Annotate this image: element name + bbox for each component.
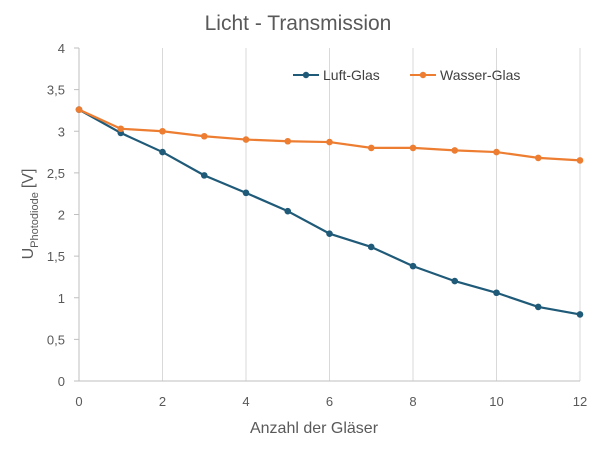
series-layer [75, 106, 584, 318]
data-point-wasser-glas [451, 147, 459, 154]
data-point-wasser-glas [242, 136, 250, 143]
legend-marker-luft-glas [302, 71, 310, 79]
y-tick-label: 2 [58, 208, 65, 223]
series-wasser-glas [75, 106, 584, 164]
y-tick-label: 0,5 [47, 332, 65, 347]
legend-label-luft-glas: Luft-Glas [323, 67, 380, 83]
y-tick-label: 1,5 [47, 249, 65, 264]
y-tick-label: 3 [58, 124, 65, 139]
legend-item-luft-glas: Luft-Glas [293, 67, 380, 83]
data-point-luft-glas [326, 230, 333, 237]
data-point-wasser-glas [576, 157, 584, 164]
data-point-wasser-glas [284, 137, 292, 145]
x-tick-label: 0 [75, 394, 82, 409]
data-point-luft-glas [576, 311, 584, 318]
legend-marker-wasser-glas [419, 71, 427, 79]
legend-item-wasser-glas: Wasser-Glas [410, 67, 520, 83]
data-point-wasser-glas [75, 106, 83, 113]
x-tick-label: 10 [489, 394, 503, 409]
data-point-wasser-glas [493, 148, 500, 156]
y-tick-label: 1 [58, 291, 65, 306]
y-tick-labels: 0 0,5 1 1,5 2 2,5 3 3,5 4 [47, 41, 79, 389]
data-point-luft-glas [284, 207, 292, 215]
y-axis-label-main: U [20, 248, 37, 260]
legend-label-wasser-glas: Wasser-Glas [440, 67, 520, 83]
y-axis-label-unit: [V] [20, 169, 37, 189]
data-point-wasser-glas [534, 154, 542, 162]
data-point-wasser-glas [326, 138, 333, 146]
x-tick-label: 8 [409, 394, 416, 409]
data-point-luft-glas [493, 289, 500, 297]
data-point-wasser-glas [367, 144, 375, 152]
x-tick-label: 6 [326, 394, 333, 409]
y-tick-label: 3,5 [47, 83, 65, 98]
data-point-wasser-glas [200, 132, 208, 140]
data-point-luft-glas [367, 243, 375, 251]
data-point-luft-glas [451, 277, 459, 285]
x-tick-label: 4 [242, 394, 249, 409]
data-point-luft-glas [409, 262, 417, 270]
y-axis-label-subscript: Photodiode [29, 192, 41, 248]
data-point-luft-glas [200, 172, 208, 179]
y-tick-label: 4 [58, 41, 65, 56]
grid-lines [78, 48, 581, 381]
x-tick-labels: 0 2 4 6 8 10 12 [75, 394, 587, 409]
data-point-wasser-glas [159, 127, 166, 135]
x-tick-label: 2 [159, 394, 166, 409]
x-axis-label: Anzahl der Gläser [250, 420, 379, 437]
x-tick-label: 12 [573, 394, 587, 409]
chart-title: Licht - Transmission [205, 12, 392, 35]
legend: Luft-Glas Wasser-Glas [293, 67, 520, 83]
series-luft-glas [75, 106, 584, 318]
data-point-luft-glas [159, 148, 166, 156]
data-point-luft-glas [534, 303, 542, 311]
y-axis-label: UPhotodiode [V] [20, 169, 41, 260]
y-tick-label: 2,5 [47, 166, 65, 181]
y-tick-label: 0 [58, 374, 65, 389]
data-point-wasser-glas [117, 125, 125, 133]
data-point-wasser-glas [409, 144, 417, 152]
data-point-luft-glas [242, 189, 250, 197]
